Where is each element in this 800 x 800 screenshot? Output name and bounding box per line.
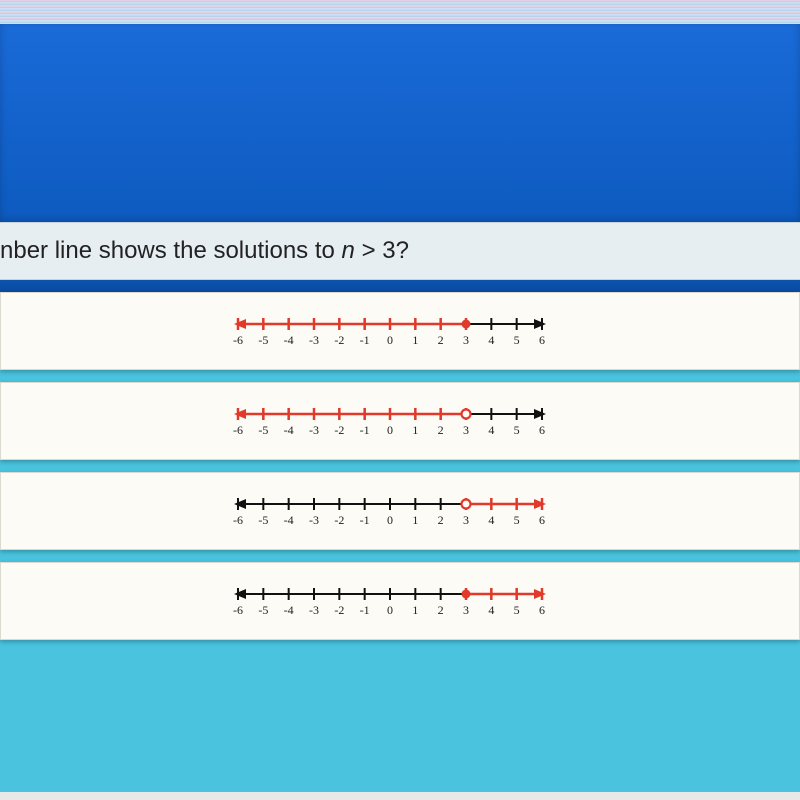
svg-text:-6: -6 (233, 333, 243, 347)
svg-text:4: 4 (488, 333, 494, 347)
svg-text:-1: -1 (360, 423, 370, 437)
svg-text:1: 1 (412, 423, 418, 437)
svg-text:-5: -5 (258, 603, 268, 617)
option-2[interactable]: -6 -5 -4 -3 -2 -1 0 1 2 3 4 5 6 (0, 382, 800, 460)
option-3[interactable]: -6 -5 -4 -3 -2 -1 0 1 2 3 4 5 6 (0, 472, 800, 550)
svg-text:-2: -2 (334, 513, 344, 527)
svg-text:-1: -1 (360, 603, 370, 617)
svg-text:0: 0 (387, 423, 393, 437)
svg-text:0: 0 (387, 513, 393, 527)
question-suffix: ? (396, 237, 409, 264)
question-rhs: 3 (382, 237, 395, 264)
svg-text:5: 5 (514, 333, 520, 347)
screen-moire-top (0, 0, 800, 24)
svg-text:-1: -1 (360, 513, 370, 527)
svg-text:-5: -5 (258, 423, 268, 437)
svg-text:4: 4 (488, 603, 494, 617)
svg-text:0: 0 (387, 603, 393, 617)
question-operator: > (362, 237, 376, 264)
svg-text:-5: -5 (258, 333, 268, 347)
svg-text:6: 6 (539, 333, 545, 347)
svg-text:-3: -3 (309, 603, 319, 617)
number-line-1: -6 -5 -4 -3 -2 -1 0 1 2 3 4 5 6 (220, 306, 560, 360)
svg-text:0: 0 (387, 333, 393, 347)
svg-text:-6: -6 (233, 513, 243, 527)
svg-text:5: 5 (514, 513, 520, 527)
option-4[interactable]: -6 -5 -4 -3 -2 -1 0 1 2 3 4 5 6 (0, 562, 800, 640)
svg-text:2: 2 (438, 603, 444, 617)
svg-text:4: 4 (488, 513, 494, 527)
svg-text:2: 2 (438, 333, 444, 347)
svg-text:-4: -4 (284, 513, 294, 527)
question-text: nber line shows the solutions to n > 3? (0, 237, 409, 264)
svg-text:-6: -6 (233, 423, 243, 437)
svg-text:-2: -2 (334, 423, 344, 437)
svg-text:-3: -3 (309, 513, 319, 527)
svg-text:-2: -2 (334, 603, 344, 617)
svg-text:-4: -4 (284, 603, 294, 617)
svg-text:3: 3 (463, 333, 469, 347)
question-prefix: nber line shows the solutions to (0, 237, 342, 264)
svg-text:-3: -3 (309, 333, 319, 347)
svg-text:5: 5 (514, 423, 520, 437)
option-1[interactable]: -6 -5 -4 -3 -2 -1 0 1 2 3 4 5 6 (0, 292, 800, 370)
number-line-3: -6 -5 -4 -3 -2 -1 0 1 2 3 4 5 6 (220, 486, 560, 540)
svg-text:2: 2 (438, 423, 444, 437)
svg-text:-6: -6 (233, 603, 243, 617)
question-bar: nber line shows the solutions to n > 3? (0, 222, 800, 280)
number-line-2: -6 -5 -4 -3 -2 -1 0 1 2 3 4 5 6 (220, 396, 560, 450)
svg-text:-5: -5 (258, 513, 268, 527)
blue-header-band (0, 24, 800, 222)
svg-text:6: 6 (539, 423, 545, 437)
answers-container: -6-5-4-3-2-10123456 -6-5-4-3-2-10123456 … (0, 280, 800, 792)
svg-text:-4: -4 (284, 333, 294, 347)
svg-text:3: 3 (463, 513, 469, 527)
svg-text:-1: -1 (360, 333, 370, 347)
svg-text:6: 6 (539, 513, 545, 527)
svg-text:3: 3 (463, 423, 469, 437)
svg-text:3: 3 (463, 603, 469, 617)
svg-text:-3: -3 (309, 423, 319, 437)
svg-text:6: 6 (539, 603, 545, 617)
question-variable: n (342, 237, 355, 264)
svg-text:1: 1 (412, 603, 418, 617)
svg-text:4: 4 (488, 423, 494, 437)
svg-text:5: 5 (514, 603, 520, 617)
svg-text:1: 1 (412, 333, 418, 347)
svg-text:2: 2 (438, 513, 444, 527)
svg-text:1: 1 (412, 513, 418, 527)
svg-text:-2: -2 (334, 333, 344, 347)
number-line-4: -6 -5 -4 -3 -2 -1 0 1 2 3 4 5 6 (220, 576, 560, 630)
svg-text:-4: -4 (284, 423, 294, 437)
